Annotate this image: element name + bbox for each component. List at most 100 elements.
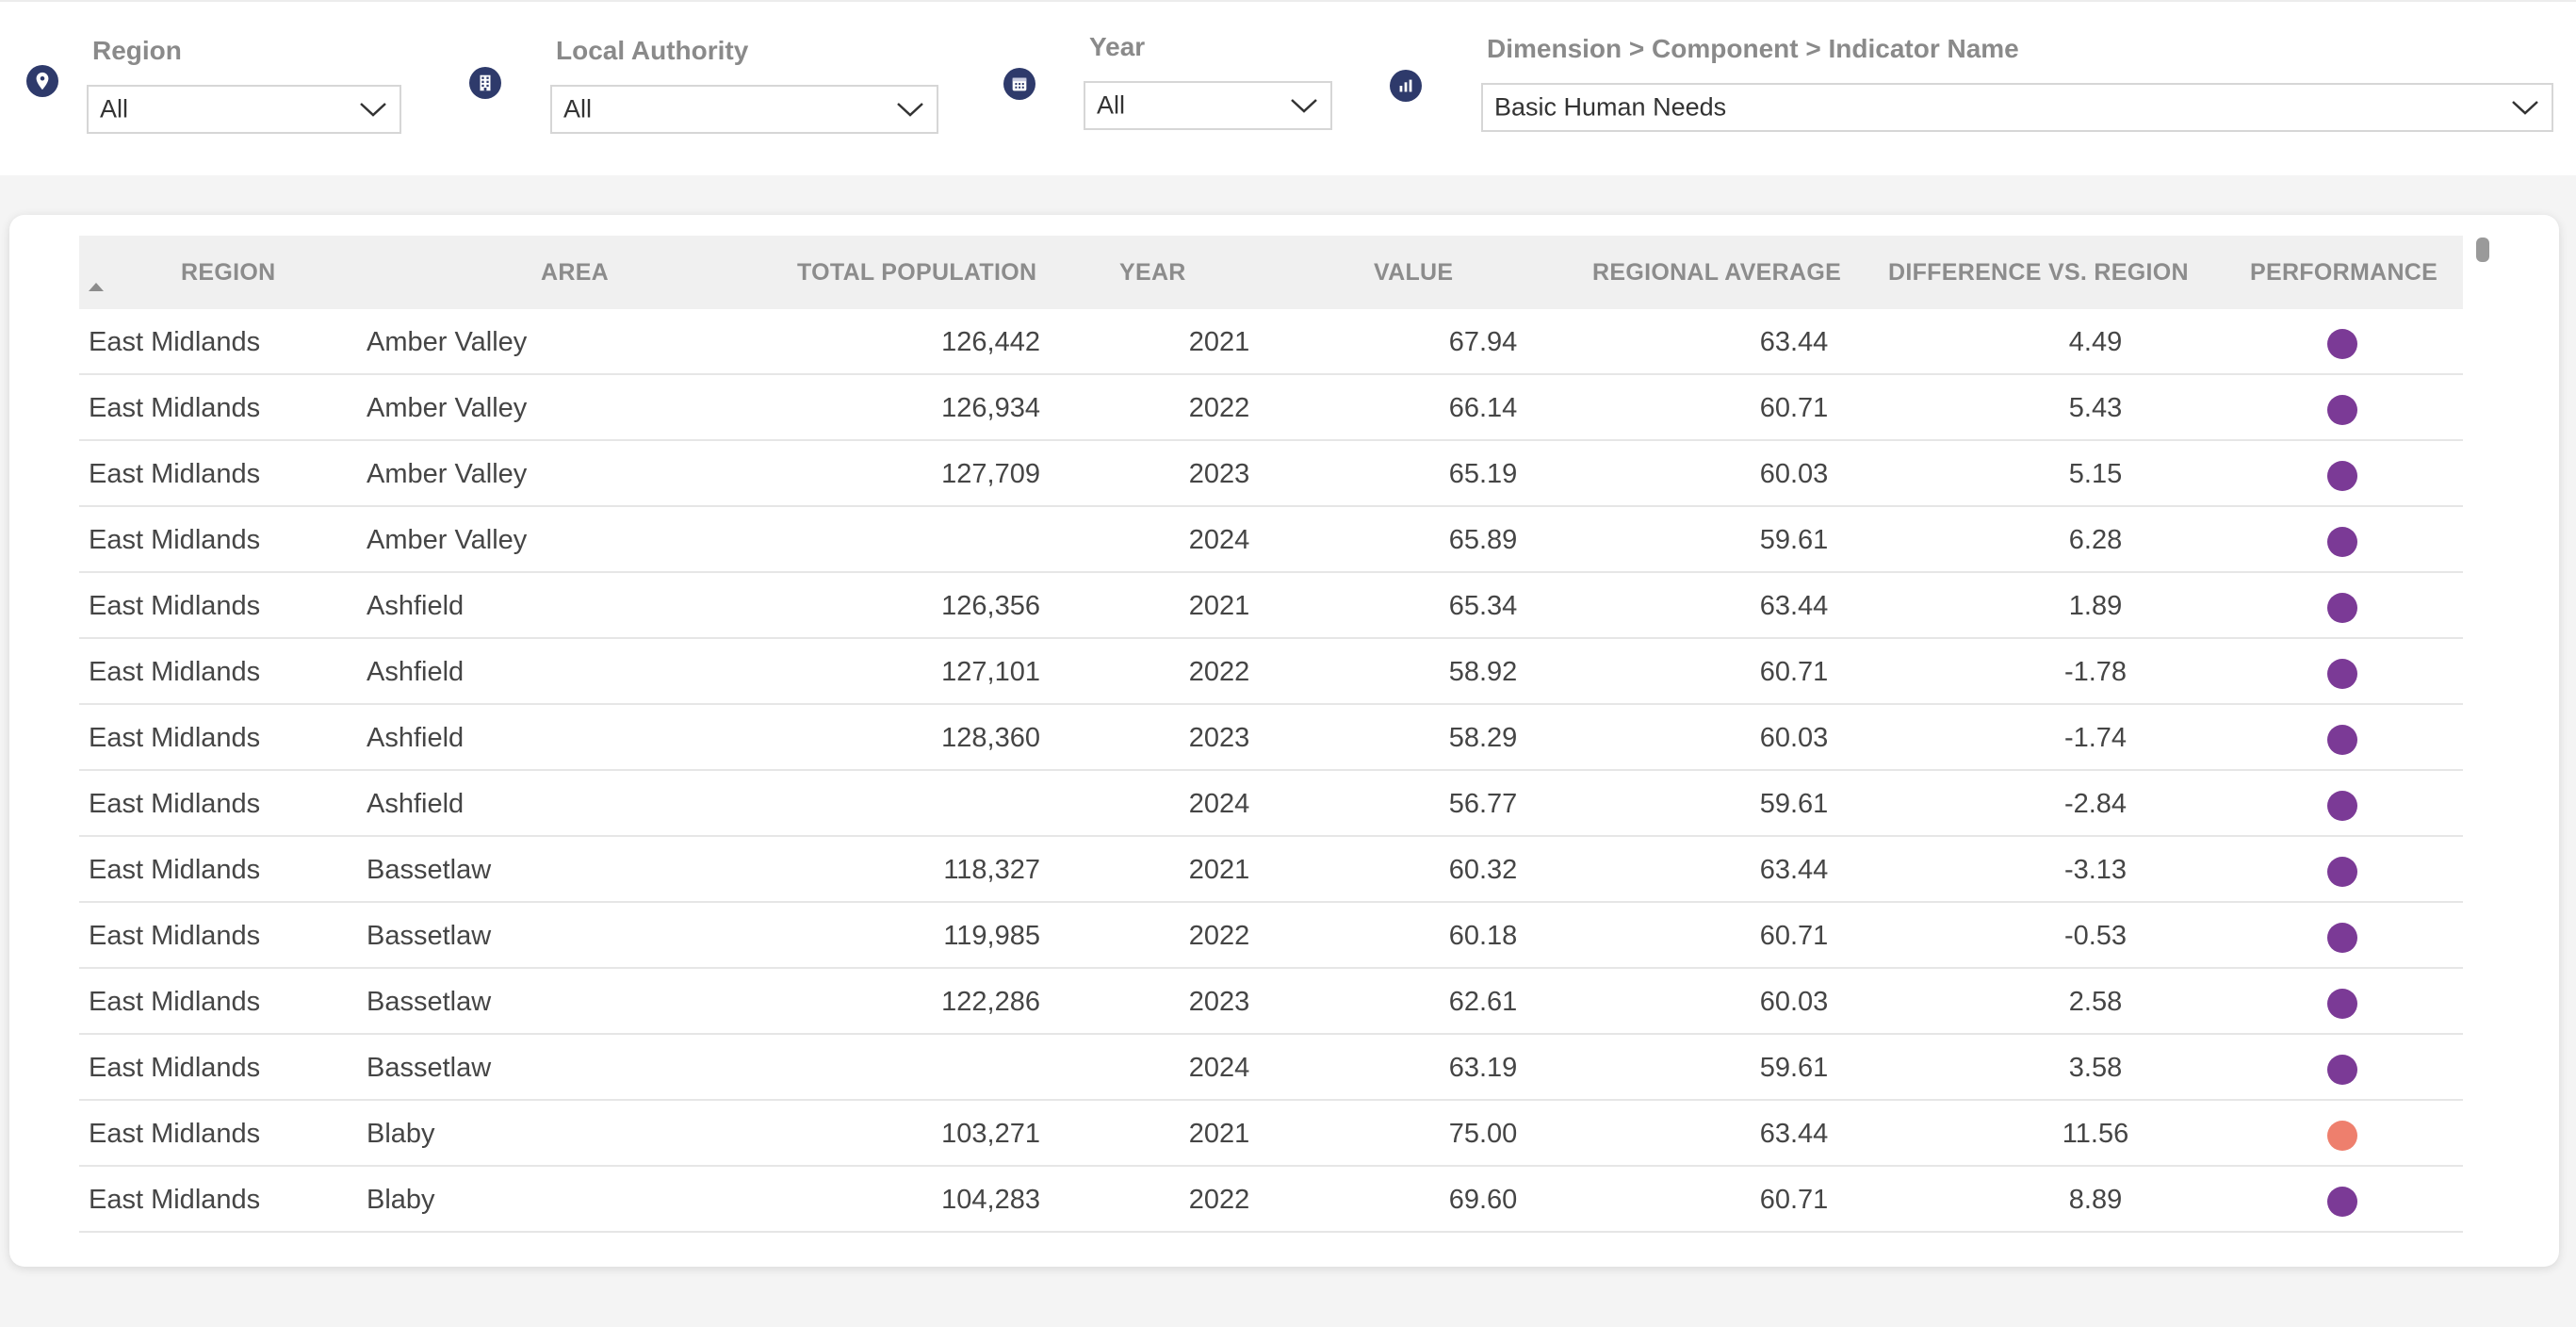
column-header-region[interactable]: REGION xyxy=(181,259,276,286)
table-row[interactable]: East Midlands Ashfield 128,360 2023 58.2… xyxy=(79,705,2463,771)
table-row[interactable]: East Midlands Ashfield 127,101 2022 58.9… xyxy=(79,639,2463,705)
cell-area: Blaby xyxy=(367,1185,435,1215)
column-header-regional-average[interactable]: REGIONAL AVERAGE xyxy=(1592,259,1842,286)
table-row[interactable]: East Midlands Amber Valley 127,709 2023 … xyxy=(79,441,2463,507)
cell-area: Ashfield xyxy=(367,591,465,621)
table-row[interactable]: East Midlands Ashfield 2024 56.77 59.61 … xyxy=(79,771,2463,837)
cell-regional-average: 60.03 xyxy=(1759,723,1829,753)
cell-area: Amber Valley xyxy=(367,459,528,489)
cell-area: Ashfield xyxy=(367,657,465,687)
table-row[interactable]: East Midlands Bassetlaw 122,286 2023 62.… xyxy=(79,969,2463,1035)
table-row[interactable]: East Midlands Amber Valley 2024 65.89 59… xyxy=(79,507,2463,573)
year-filter-label: Year xyxy=(1089,32,1146,61)
cell-value: 65.19 xyxy=(1448,459,1518,489)
cell-region: East Midlands xyxy=(89,525,261,555)
cell-total-population: 128,360 xyxy=(941,723,1040,753)
performance-dot xyxy=(2327,1121,2357,1151)
cell-year: 2021 xyxy=(1188,591,1250,621)
performance-dot xyxy=(2327,791,2357,821)
cell-area: Ashfield xyxy=(367,789,465,819)
cell-total-population: 127,101 xyxy=(941,657,1040,687)
cell-area: Amber Valley xyxy=(367,525,528,555)
filter-bar: Region All Local Authority All Year All … xyxy=(0,0,2576,175)
chevron-down-icon xyxy=(897,103,923,117)
column-header-total-population[interactable]: TOTAL POPULATION xyxy=(797,259,1037,286)
cell-total-population: 126,442 xyxy=(941,327,1040,357)
chevron-down-icon xyxy=(1291,99,1317,113)
cell-difference: -3.13 xyxy=(2063,855,2128,885)
table-row[interactable]: East Midlands Bassetlaw 2024 63.19 59.61… xyxy=(79,1035,2463,1101)
indicator-dropdown-value: Basic Human Needs xyxy=(1494,92,1727,122)
bar-chart-icon xyxy=(1390,70,1422,102)
column-header-year[interactable]: YEAR xyxy=(1119,259,1186,286)
cell-value: 65.89 xyxy=(1448,525,1518,555)
sort-ascending-icon[interactable] xyxy=(89,283,104,291)
performance-dot xyxy=(2327,329,2357,359)
performance-dot xyxy=(2327,395,2357,425)
performance-dot xyxy=(2327,527,2357,557)
cell-year: 2021 xyxy=(1188,855,1250,885)
cell-value: 58.29 xyxy=(1448,723,1518,753)
column-header-value[interactable]: VALUE xyxy=(1374,259,1454,286)
cell-regional-average: 59.61 xyxy=(1759,789,1829,819)
cell-region: East Midlands xyxy=(89,987,261,1017)
cell-regional-average: 59.61 xyxy=(1759,525,1829,555)
cell-year: 2024 xyxy=(1188,1053,1250,1083)
cell-total-population xyxy=(776,1035,1040,1101)
column-header-area[interactable]: AREA xyxy=(541,259,610,286)
table-row[interactable]: East Midlands Blaby 103,271 2021 75.00 6… xyxy=(79,1101,2463,1167)
table-row[interactable]: East Midlands Bassetlaw 118,327 2021 60.… xyxy=(79,837,2463,903)
cell-regional-average: 60.03 xyxy=(1759,987,1829,1017)
indicator-filter-label: Dimension > Component > Indicator Name xyxy=(1487,34,2019,63)
cell-total-population: 126,934 xyxy=(941,393,1040,423)
cell-value: 58.92 xyxy=(1448,657,1518,687)
cell-region: East Midlands xyxy=(89,1119,261,1149)
cell-year: 2023 xyxy=(1188,987,1250,1017)
table-row[interactable]: East Midlands Amber Valley 126,442 2021 … xyxy=(79,309,2463,375)
cell-difference: 2.58 xyxy=(2068,987,2123,1017)
indicator-dropdown[interactable]: Basic Human Needs xyxy=(1481,83,2553,132)
cell-regional-average: 63.44 xyxy=(1759,327,1829,357)
cell-year: 2022 xyxy=(1188,657,1250,687)
cell-total-population: 118,327 xyxy=(943,855,1040,885)
table-header: REGION AREA TOTAL POPULATION YEAR VALUE … xyxy=(79,236,2463,309)
performance-dot xyxy=(2327,923,2357,953)
map-pin-icon xyxy=(26,65,58,97)
region-dropdown[interactable]: All xyxy=(87,85,401,134)
cell-year: 2021 xyxy=(1188,1119,1250,1149)
cell-value: 65.34 xyxy=(1448,591,1518,621)
region-filter-label: Region xyxy=(92,36,182,65)
vertical-scrollbar-thumb[interactable] xyxy=(2476,238,2489,262)
table-row[interactable]: East Midlands Bassetlaw 119,985 2022 60.… xyxy=(79,903,2463,969)
cell-area: Ashfield xyxy=(367,723,465,753)
cell-year: 2023 xyxy=(1188,459,1250,489)
table-body: East Midlands Amber Valley 126,442 2021 … xyxy=(79,309,2463,1233)
cell-total-population xyxy=(776,771,1040,837)
cell-region: East Midlands xyxy=(89,393,261,423)
cell-area: Bassetlaw xyxy=(367,921,492,951)
region-dropdown-value: All xyxy=(100,94,129,123)
column-header-difference-vs-region[interactable]: DIFFERENCE VS. REGION xyxy=(1888,259,2189,286)
local-authority-dropdown[interactable]: All xyxy=(550,85,938,134)
chevron-down-icon xyxy=(360,103,386,117)
local-authority-filter-label: Local Authority xyxy=(556,36,749,65)
table-row[interactable]: East Midlands Amber Valley 126,934 2022 … xyxy=(79,375,2463,441)
cell-regional-average: 60.71 xyxy=(1759,921,1829,951)
cell-total-population: 127,709 xyxy=(941,459,1040,489)
cell-difference: 5.15 xyxy=(2068,459,2123,489)
cell-regional-average: 60.71 xyxy=(1759,393,1829,423)
performance-dot xyxy=(2327,725,2357,755)
cell-value: 62.61 xyxy=(1448,987,1518,1017)
column-header-performance[interactable]: PERFORMANCE xyxy=(2250,259,2438,286)
cell-region: East Midlands xyxy=(89,723,261,753)
data-table-card: REGION AREA TOTAL POPULATION YEAR VALUE … xyxy=(9,215,2559,1267)
cell-regional-average: 63.44 xyxy=(1759,855,1829,885)
cell-total-population: 126,356 xyxy=(941,591,1040,621)
local-authority-dropdown-value: All xyxy=(563,94,593,123)
table-row[interactable]: East Midlands Ashfield 126,356 2021 65.3… xyxy=(79,573,2463,639)
year-dropdown[interactable]: All xyxy=(1084,81,1332,130)
cell-year: 2023 xyxy=(1188,723,1250,753)
cell-value: 60.32 xyxy=(1448,855,1518,885)
table-row[interactable]: East Midlands Blaby 104,283 2022 69.60 6… xyxy=(79,1167,2463,1233)
cell-region: East Midlands xyxy=(89,657,261,687)
